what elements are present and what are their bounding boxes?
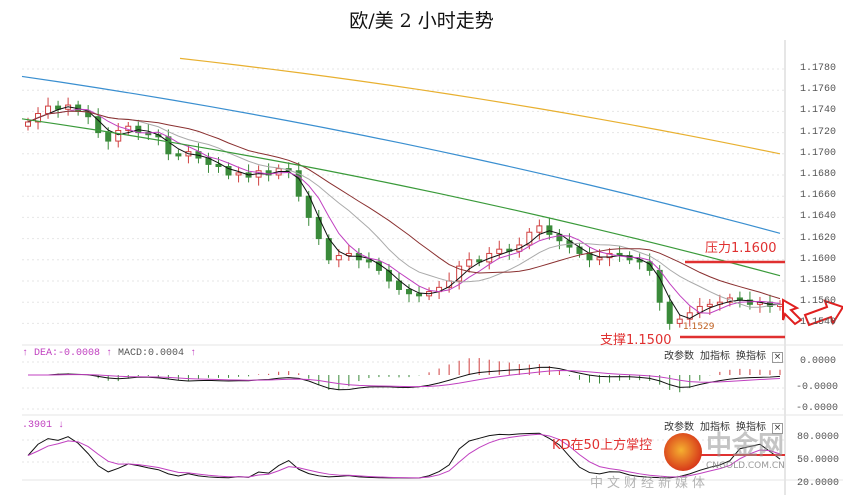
candle-body <box>325 238 332 261</box>
candle-body <box>536 225 543 233</box>
add-indicator-button[interactable]: 加指标 <box>700 422 730 433</box>
kd-legend: .3901 ↓ <box>22 420 65 431</box>
brand-logo-icon <box>664 433 702 471</box>
price-tick-label: 1.1640 <box>800 211 837 223</box>
candle-body <box>105 132 112 142</box>
candle-body <box>385 269 392 282</box>
switch-indicator-button[interactable]: 换指标 <box>736 422 766 433</box>
candle-body <box>45 105 52 115</box>
arrow-up-right-icon <box>803 299 843 327</box>
price-tick-label: 1.1700 <box>800 147 837 159</box>
long-moving-average-line <box>179 57 781 155</box>
arrow-down-right-icon <box>782 298 803 326</box>
close-icon[interactable]: × <box>772 423 783 434</box>
dif-line <box>28 366 781 391</box>
candle-body <box>456 265 463 282</box>
price-tick-label: 1.1560 <box>800 296 837 308</box>
macd-axis-0: 0.0000 <box>800 356 837 367</box>
kd-value: .3901 <box>22 420 53 431</box>
candle-body <box>115 129 122 142</box>
dea-line <box>28 370 781 388</box>
candle-body <box>416 293 423 297</box>
switch-indicator-button[interactable]: 换指标 <box>736 351 766 362</box>
moving-average-line <box>27 106 780 320</box>
candle-body <box>365 259 372 263</box>
candle-body <box>335 255 342 261</box>
candle-body <box>526 231 533 246</box>
price-tick-label: 1.1660 <box>800 190 837 202</box>
candle-body <box>496 248 503 254</box>
candle-body <box>406 288 413 295</box>
moving-average-line <box>27 110 781 308</box>
price-tick-label: 1.1580 <box>800 275 837 286</box>
candle-body <box>546 225 553 235</box>
close-icon[interactable]: × <box>772 352 783 363</box>
macd-legend: ↑ DEA:-0.0008 ↑ MACD:0.0004 ↑ <box>22 348 197 359</box>
moving-average-line <box>27 108 781 314</box>
candle-body <box>25 121 31 127</box>
candle-body <box>476 259 483 263</box>
kd-annotation: KD在50上方掌控 <box>552 438 653 453</box>
watermark-domain: CNGOLD.COM.CN <box>706 461 785 471</box>
candle-body <box>395 280 402 290</box>
price-tick-label: 1.1720 <box>800 126 837 138</box>
candle-body <box>215 163 222 168</box>
edit-params-button[interactable]: 改参数 <box>664 351 694 362</box>
candle-body <box>466 259 473 267</box>
candle-body <box>676 318 683 324</box>
d-line <box>27 433 781 479</box>
candle-body <box>225 166 232 176</box>
long-moving-average-line <box>21 118 781 277</box>
candle-body <box>706 303 713 307</box>
price-tick-label: 1.1540 <box>800 317 837 329</box>
candle-body <box>265 170 272 176</box>
support-label: 支撑1.1500 <box>600 333 672 348</box>
edit-params-button[interactable]: 改参数 <box>664 422 694 433</box>
macd-axis-1: -0.0000 <box>796 382 839 393</box>
candle-body <box>686 312 693 320</box>
macd-axis-2: -0.0000 <box>796 403 839 414</box>
price-tick-label: 1.1680 <box>800 169 837 180</box>
kd-axis-0: 80.0000 <box>797 432 840 443</box>
price-tick-label: 1.1600 <box>800 253 837 265</box>
price-tick-label: 1.1620 <box>800 232 837 244</box>
add-indicator-button[interactable]: 加指标 <box>700 351 730 362</box>
candle-body <box>606 252 613 259</box>
watermark-brand: 中金网 <box>706 431 785 461</box>
price-tick-label: 1.1780 <box>800 63 837 74</box>
macd-value: MACD:0.0004 <box>118 348 185 359</box>
candle-body <box>646 261 653 271</box>
low-label: 1.1529 <box>683 322 715 332</box>
kd-axis-2: 20.0000 <box>797 478 840 489</box>
candle-body <box>556 233 563 242</box>
price-tick-label: 1.1760 <box>800 84 837 96</box>
candle-body <box>666 301 673 324</box>
kd-panel-buttons: 改参数 加指标 换指标 × <box>664 418 789 434</box>
long-moving-average-line <box>21 75 781 234</box>
page-title: 欧/美 2 小时走势 <box>349 10 494 32</box>
resistance-label: 压力1.1600 <box>705 241 777 256</box>
moving-average-line <box>27 110 781 300</box>
price-tick-label: 1.1740 <box>800 105 837 117</box>
candle-body <box>95 116 102 134</box>
watermark-slogan: 中文财经新媒体 <box>590 476 710 491</box>
candle-body <box>165 136 172 155</box>
candle-body <box>175 153 182 157</box>
candle-body <box>235 172 242 176</box>
candle-body <box>596 257 603 261</box>
macd-panel-buttons: 改参数 加指标 换指标 × <box>664 347 789 363</box>
candle-body <box>305 195 312 218</box>
dea-value: DEA:-0.0008 <box>34 348 101 359</box>
kd-axis-1: 50.0000 <box>797 455 840 466</box>
